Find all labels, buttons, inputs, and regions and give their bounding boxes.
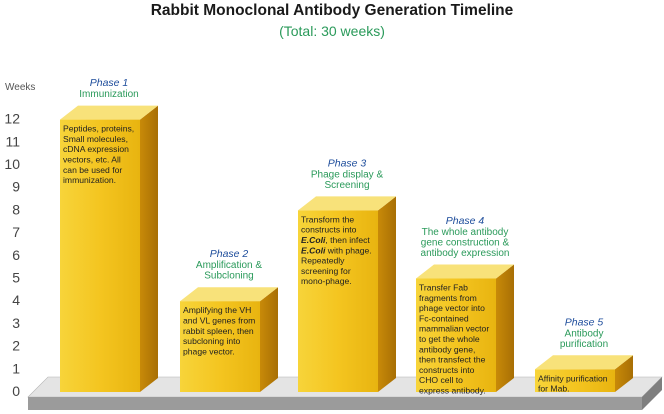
y-tick-label: 10 <box>4 156 20 172</box>
phase-subtitle: Antibody <box>565 328 604 339</box>
bar-top <box>298 196 396 211</box>
y-tick-label: 9 <box>12 179 20 195</box>
y-tick-label: 4 <box>12 292 20 308</box>
bar-description-line: can be used for <box>63 165 122 175</box>
bar-description-line: Amplifying the VH <box>183 305 251 315</box>
bar-description-line: Fc-contained <box>419 313 469 323</box>
bar-description-line: immunization. <box>63 175 116 185</box>
bar-side <box>378 196 396 392</box>
phase-title: Phase 4 <box>446 215 485 227</box>
bar-description-line: E.Coli with phage. <box>301 245 372 255</box>
bar-description-line: cDNA expression <box>63 144 129 154</box>
bar-front <box>180 301 260 392</box>
bar-description-line: and VL genes from <box>183 316 255 326</box>
bar-description-line: express antibody. <box>419 386 486 396</box>
y-tick-label: 3 <box>12 315 20 331</box>
bar-top <box>60 105 158 120</box>
chart-subtitle: (Total: 30 weeks) <box>279 23 385 39</box>
bar-description-line: mono-phage. <box>301 276 352 286</box>
bar-top <box>180 287 278 302</box>
y-tick-label: 6 <box>12 247 20 263</box>
bars: Peptides, proteins,Small molecules,cDNA … <box>60 105 633 396</box>
bar-description-line: Small molecules, <box>63 134 128 144</box>
bar-description-line: fragments from <box>419 293 477 303</box>
y-tick-label: 0 <box>12 383 20 399</box>
y-tick-label: 11 <box>5 133 20 149</box>
phase-subtitle: Amplification & <box>196 260 262 271</box>
bar-description-line: then transfect the <box>419 355 486 365</box>
bar-description-line: for Mab. <box>538 384 570 394</box>
bar-front <box>298 210 378 392</box>
bar-description-line: rabbit spleen, then <box>183 326 254 336</box>
bar-description-line: vectors, etc. All <box>63 155 121 165</box>
y-tick-label: 2 <box>12 338 20 354</box>
platform-front <box>28 397 642 410</box>
phase-title: Phase 5 <box>565 316 604 328</box>
bar-top <box>416 264 514 279</box>
bar-description-line: phage vector into <box>419 303 485 313</box>
y-tick-label: 7 <box>12 224 20 240</box>
phase-subtitle: gene construction & <box>421 238 510 249</box>
phase-subtitle: Screening <box>324 180 369 191</box>
phase-subtitle: Subcloning <box>204 271 253 282</box>
bar-description-line: subcloning into <box>183 336 241 346</box>
y-tick-label: 1 <box>12 360 20 376</box>
phase-subtitle: The whole antibody <box>422 227 509 238</box>
phase-title: Phase 3 <box>328 157 367 169</box>
bar-description-line: Peptides, proteins, <box>63 124 134 134</box>
y-tick-label: 12 <box>4 111 20 127</box>
y-tick-label: 5 <box>12 270 20 286</box>
bar-description-line: Transform the <box>301 214 354 224</box>
bar-description-line: Repeatedly <box>301 256 345 266</box>
phase-subtitle: antibody expression <box>421 248 510 259</box>
phase-subtitle: Immunization <box>79 89 138 100</box>
phase-title: Phase 2 <box>210 248 249 260</box>
bar-front <box>535 369 615 392</box>
bar-description-line: CHO cell to <box>419 375 463 385</box>
bar-description-line: mammalian vector <box>419 324 489 334</box>
bar-side <box>615 355 633 392</box>
bar-side <box>260 287 278 392</box>
bar-top <box>535 355 633 370</box>
bar-description-line: Transfer Fab <box>419 283 468 293</box>
bar-description-line: screening for <box>301 266 351 276</box>
phase-title: Phase 1 <box>90 77 129 89</box>
bar-side <box>496 264 514 392</box>
bar-side <box>140 105 158 392</box>
bar-description-line: E.Coli, then infect <box>301 235 370 245</box>
y-axis-label: Weeks <box>5 82 36 93</box>
bar-front <box>416 278 496 392</box>
bar-1: Peptides, proteins,Small molecules,cDNA … <box>60 105 158 392</box>
bar-description-line: phage vector. <box>183 346 235 356</box>
bar-description-line: constructs into <box>419 365 475 375</box>
platform-side <box>642 377 662 410</box>
bar-front <box>60 119 140 392</box>
phase-subtitle: Phage display & <box>311 169 384 180</box>
y-tick-label: 8 <box>12 201 20 217</box>
phase-subtitle: purification <box>560 339 608 350</box>
bar-description-line: to get the whole <box>419 334 480 344</box>
bar-description-line: constructs into <box>301 225 357 235</box>
bar-description-line: antibody gene, <box>419 344 475 354</box>
chart-title: Rabbit Monoclonal Antibody Generation Ti… <box>150 2 514 19</box>
bar-description-line: Affinity purification <box>538 373 608 383</box>
